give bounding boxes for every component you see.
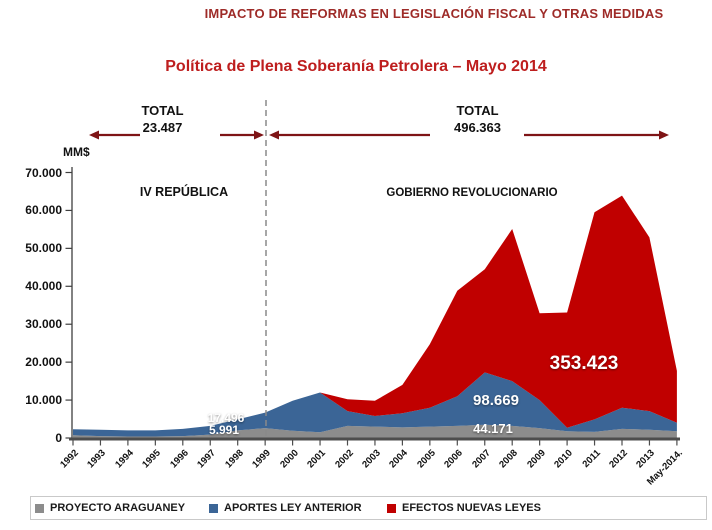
area-proyecto-araguaney — [73, 424, 677, 438]
legend: PROYECTO ARAGUANEY APORTES LEY ANTERIOR … — [30, 496, 707, 520]
total-label: TOTAL — [456, 103, 499, 118]
chart-title: Política de Plena Soberanía Petrolera – … — [165, 58, 547, 75]
arrow-right-icon — [254, 130, 264, 140]
total-value: 496.363 — [454, 120, 501, 135]
arrow-right-icon — [659, 130, 669, 140]
total-gobierno-revolucionario: TOTAL 496.363 — [430, 102, 525, 136]
red-swatch-icon — [387, 503, 396, 513]
era-label-gobierno-revolucionario: GOBIERNO REVOLUCIONARIO — [386, 187, 558, 199]
y-tick-label: 70.000 — [25, 165, 62, 180]
era-label-iv-republica: IV REPÚBLICA — [139, 185, 229, 199]
legend-label: APORTES LEY ANTERIOR — [224, 502, 362, 514]
chart-areas — [73, 195, 677, 438]
chart-annotations-overlay — [89, 100, 669, 437]
value-label-araguaney-rev: 44.171 — [473, 421, 513, 436]
total-label: TOTAL — [141, 103, 184, 118]
area-aportes-ley-anterior — [73, 372, 677, 437]
arrow-left-icon — [89, 130, 99, 140]
total-iv-republica: TOTAL 23.487 — [120, 102, 205, 136]
y-tick-label: 30.000 — [25, 317, 62, 332]
y-tick-label: 10.000 — [25, 393, 62, 408]
page-title: IMPACTO DE REFORMAS EN LEGISLACIÓN FISCA… — [204, 6, 664, 21]
legend-label: PROYECTO ARAGUANEY — [50, 502, 186, 514]
total1-arrow — [89, 130, 264, 140]
value-label-aportes-rev: 98.669 — [473, 392, 519, 409]
legend-item-proyecto-araguaney: PROYECTO ARAGUANEY — [35, 502, 185, 514]
value-label-araguaney-iv: 5.991 — [208, 423, 240, 437]
area-efectos-nuevas-leyes — [73, 195, 677, 431]
legend-label: EFECTOS NUEVAS LEYES — [402, 502, 541, 514]
value-label-nuevas-leyes: 353.423 — [549, 353, 619, 374]
y-tick-label: 60.000 — [25, 203, 62, 218]
y-tick-label: 50.000 — [25, 241, 62, 256]
legend-item-aportes-ley-anterior: APORTES LEY ANTERIOR — [209, 502, 362, 514]
legend-item-efectos-nuevas-leyes: EFECTOS NUEVAS LEYES — [387, 502, 541, 514]
blue-swatch-icon — [209, 503, 218, 513]
value-label-aportes-iv: 17.496 — [207, 411, 245, 425]
gray-swatch-icon — [35, 503, 44, 513]
total-value: 23.487 — [142, 120, 183, 135]
y-axis-unit-label: MM$ — [63, 145, 90, 159]
chart-axes — [65, 167, 680, 446]
y-tick-label: 0 — [55, 431, 62, 445]
y-tick-label: 20.000 — [25, 355, 62, 370]
arrow-left-icon — [269, 130, 279, 140]
total2-arrow — [269, 130, 669, 140]
y-tick-label: 40.000 — [25, 279, 62, 294]
